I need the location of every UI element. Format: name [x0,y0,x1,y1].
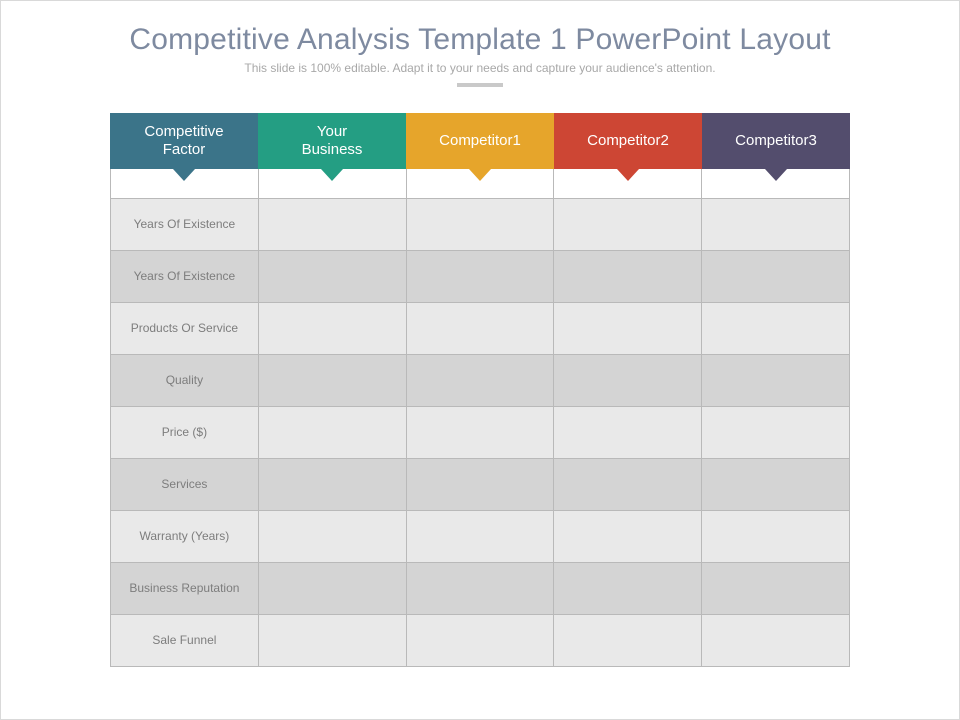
row-label-cell: Warranty (Years) [110,511,259,563]
table-cell [259,199,407,251]
slide-title: Competitive Analysis Template 1 PowerPoi… [31,23,929,57]
table-cell [554,303,702,355]
table-row: Years Of Existence [110,251,850,303]
table-cell [259,563,407,615]
chevron-down-icon [617,169,639,181]
row-label-cell: Price ($) [110,407,259,459]
row-label-cell: Years Of Existence [110,199,259,251]
table-cell [259,407,407,459]
row-label-cell: Years Of Existence [110,251,259,303]
table-row: Warranty (Years) [110,511,850,563]
row-label-cell: Quality [110,355,259,407]
table-cell [554,199,702,251]
table-cell [702,199,850,251]
table-cell [407,199,555,251]
table-row: Quality [110,355,850,407]
table-row: Sale Funnel [110,615,850,667]
table-header-row: Competitive FactorYour BusinessCompetito… [110,113,850,169]
table-cell [554,407,702,459]
table-header-cell: Your Business [258,113,406,169]
table-cell [554,511,702,563]
table-cell [702,615,850,667]
table-cell [702,355,850,407]
table-cell [702,251,850,303]
table-cell [407,355,555,407]
table-cell [259,615,407,667]
slide: Competitive Analysis Template 1 PowerPoi… [0,0,960,720]
table-cell [407,615,555,667]
table-header-cell: Competitor2 [554,113,702,169]
competitive-table: Competitive FactorYour BusinessCompetito… [110,113,850,667]
table-body: Years Of ExistenceYears Of ExistenceProd… [110,199,850,667]
table-cell [407,303,555,355]
table-cell [554,251,702,303]
table-cell [259,459,407,511]
chevron-down-icon [321,169,343,181]
table-cell [259,303,407,355]
table-cell [554,459,702,511]
table-row: Services [110,459,850,511]
row-label-cell: Business Reputation [110,563,259,615]
table-cell [702,563,850,615]
title-divider [457,83,503,87]
table-cell [407,407,555,459]
table-cell [554,563,702,615]
row-label-cell: Sale Funnel [110,615,259,667]
table-cell [702,459,850,511]
table-cell [702,511,850,563]
table-cell [259,355,407,407]
table-cell [259,251,407,303]
table-cell [407,511,555,563]
table-cell [554,355,702,407]
chevron-down-icon [173,169,195,181]
chevron-down-icon [765,169,787,181]
table-cell [702,407,850,459]
table-row: Price ($) [110,407,850,459]
table-cell [554,615,702,667]
table-cell [407,459,555,511]
table-row: Business Reputation [110,563,850,615]
table-row: Products Or Service [110,303,850,355]
chevron-down-icon [469,169,491,181]
table-header-cell: Competitor3 [702,113,850,169]
table-cell [407,251,555,303]
table-row: Years Of Existence [110,199,850,251]
table-cell [702,303,850,355]
table-header-cell: Competitor1 [406,113,554,169]
table-header-cell: Competitive Factor [110,113,258,169]
row-label-cell: Services [110,459,259,511]
table-cell [259,511,407,563]
row-label-cell: Products Or Service [110,303,259,355]
table-cell [407,563,555,615]
slide-subtitle: This slide is 100% editable. Adapt it to… [31,61,929,75]
